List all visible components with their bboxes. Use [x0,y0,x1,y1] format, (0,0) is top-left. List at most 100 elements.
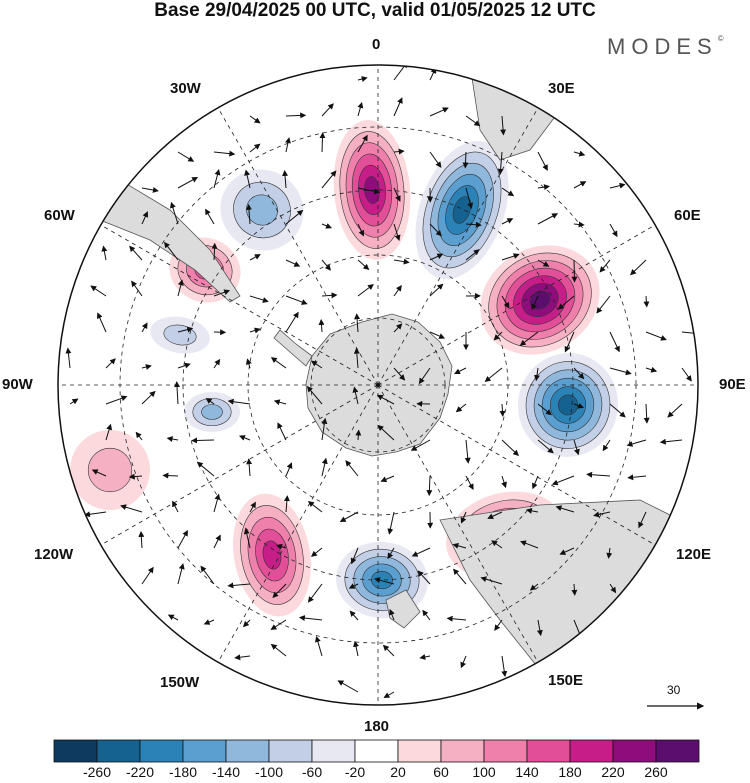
wind-arrow [429,107,449,117]
wind-arrow [465,475,474,490]
wind-arrow [599,259,611,273]
wind-arrow [172,500,179,513]
wind-arrow [501,187,515,197]
colorbar-tick-label: 140 [515,764,539,780]
wind-arrow [285,295,308,305]
lon-label-30w: 30W [170,80,201,97]
wind-arrow [105,395,128,405]
wind-arrow [389,608,395,621]
wind-arrow [536,619,543,637]
wind-arrow [311,360,323,369]
wind-arrow [166,436,179,442]
wind-arrow [350,547,359,565]
colorbar-bin [440,739,485,763]
wind-arrow [630,259,647,276]
wind-arrow [318,318,325,333]
lon-label-90w: 90W [2,376,33,393]
wind-arrow [213,534,221,549]
wind-arrow [609,403,626,418]
colorbar-bin [569,739,614,763]
wind-arrow [177,279,184,297]
wind-arrow [573,439,580,456]
wind-arrow [606,547,613,559]
wind-arrow [429,331,446,339]
wind-arrow [205,397,215,405]
wind-arrow [270,643,287,657]
meridian-line [100,384,379,546]
wind-arrow [243,528,251,549]
meridian-line [377,224,656,386]
wind-arrow [196,461,215,477]
brand-mark: © [717,34,724,43]
wind-arrow [270,619,287,630]
anomaly-contour [452,196,472,224]
wind-arrow [205,208,215,225]
colorbar-tick-label: -100 [254,764,284,780]
wind-arrow [596,295,611,314]
wind-arrow [337,680,359,693]
wind-arrow [285,112,307,119]
wind-arrow [418,367,431,385]
wind-arrow [465,221,482,228]
wind-arrow [537,259,550,267]
colorbar-bin [268,739,313,763]
meridian-line [217,107,379,386]
wind-arrow [586,471,611,478]
wind-arrow [410,439,431,451]
wind-arrow [557,295,575,310]
lon-label-150e: 150E [548,672,584,689]
wind-arrow [120,504,143,513]
wind-arrow [339,511,359,522]
wind-arrow [645,331,667,341]
wind-arrow [609,331,620,353]
wind-arrow [357,101,364,117]
wind-arrow [141,390,156,405]
colorbar-tick-label: 260 [644,764,668,780]
wind-arrow [129,245,143,261]
wind-arrow [422,609,431,621]
wind-arrow [383,691,395,698]
wind-arrow [452,542,467,549]
wind-arrow [453,568,467,585]
colorbar-tick-label: -140 [211,764,241,780]
colorbar-bin [96,739,141,763]
wind-arrow [242,619,251,628]
wind-arrow [306,385,323,405]
anomaly-center [415,140,509,280]
lon-label-0: 0 [372,36,381,53]
wind-arrow [162,472,179,479]
meridian-line [217,384,379,663]
wind-arrow [319,132,326,153]
wind-arrow [354,313,361,333]
wind-arrow [393,148,405,155]
wind-arrow [177,151,195,162]
wind-arrow [393,258,410,265]
wind-arrow [460,655,467,669]
wind-arrow [213,358,221,369]
wind-arrow [537,213,559,225]
wind-arrow [357,223,365,237]
wind-arrow [135,431,143,441]
wind-arrow [321,170,337,189]
wind-arrow [321,223,332,229]
wind-arrow [321,103,334,117]
wind-arrow [101,245,108,261]
wind-arrow [429,253,444,261]
lon-label-60e: 60E [674,207,701,224]
colorbar-bin [612,739,657,763]
wind-arrow [659,438,683,445]
wind-arrow [349,610,359,621]
wind-arrow [174,381,181,405]
wind-arrow [411,547,431,557]
wind-arrow [321,292,338,299]
wind-arrow [573,181,587,189]
antarctic-peninsula [273,329,313,367]
wind-arrow [321,259,331,271]
wind-arrow [681,367,692,382]
lon-label-180: 180 [364,718,390,735]
wind-arrow [177,529,188,549]
wind-arrow [203,619,215,625]
wind-arrow [131,280,143,297]
wind-arrow [272,583,287,599]
wind-arrow [227,398,251,405]
